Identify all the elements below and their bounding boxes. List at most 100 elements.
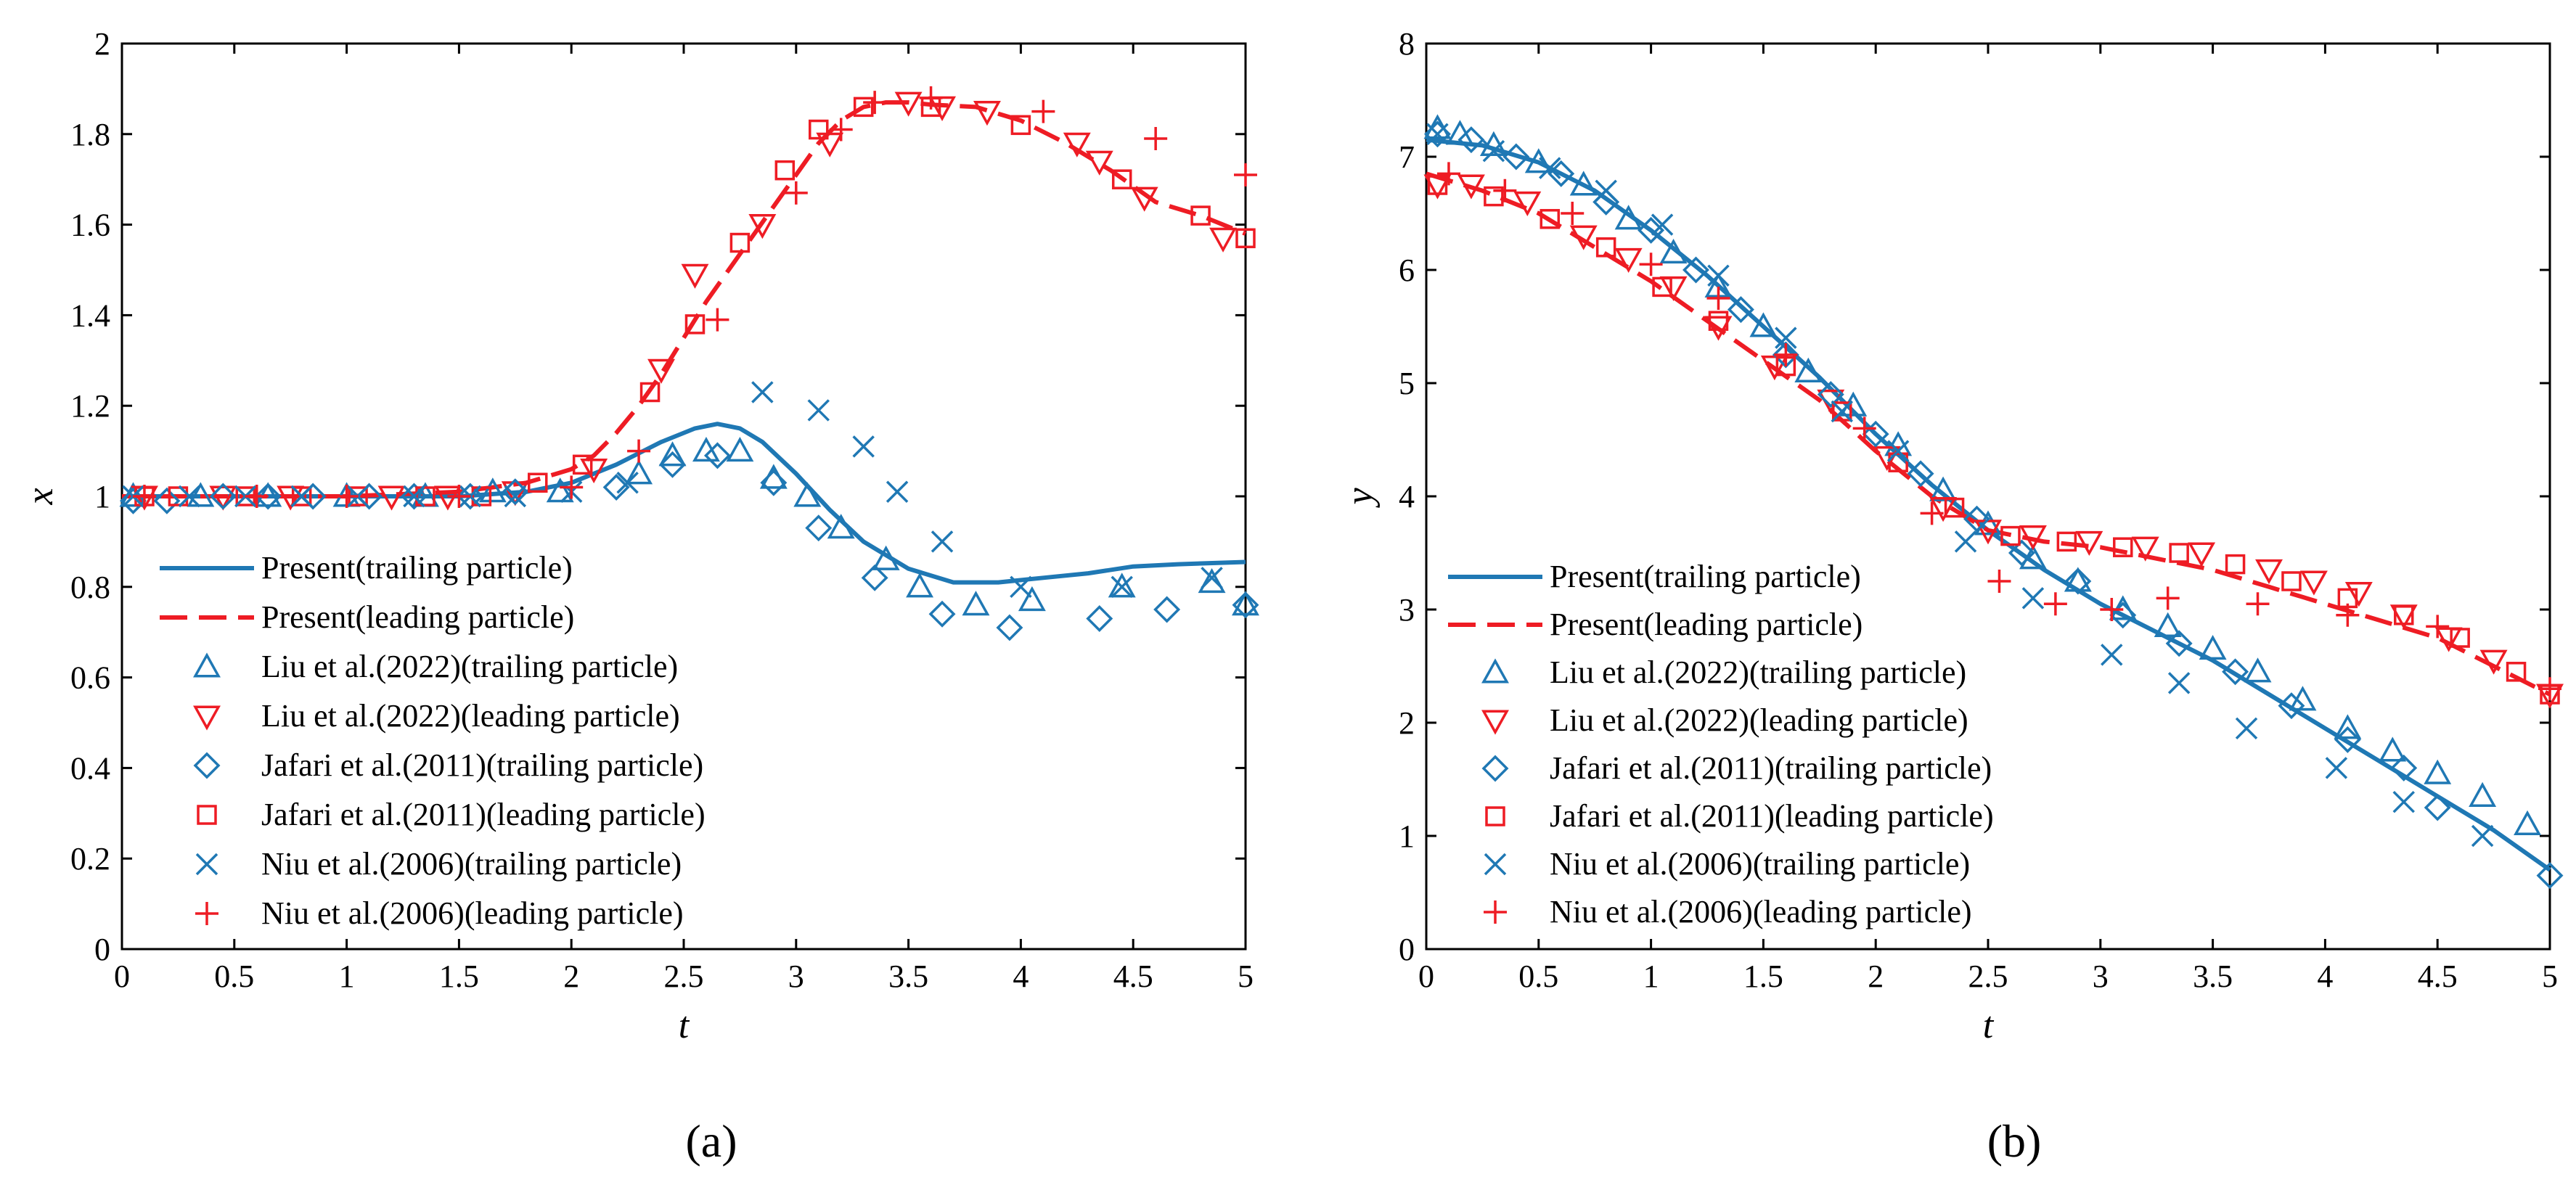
point-niu-et-al-2006-leading-particle	[2246, 592, 2270, 616]
point-niu-et-al-2006-leading-particle	[2043, 592, 2067, 616]
point-niu-et-al-2006-trailing-particle	[2101, 644, 2123, 666]
point-niu-et-al-2006-trailing-particle	[2392, 790, 2415, 813]
point-niu-et-al-2006-trailing-particle	[1595, 179, 1617, 202]
point-niu-et-al-2006-leading-particle	[335, 485, 359, 508]
panel-a-legend-label: Jafari et al.(2011)(trailing particle)	[261, 747, 703, 783]
y-tick-label: 1.4	[70, 298, 110, 333]
y-tick-label: 5	[1399, 366, 1415, 401]
series-jafari-et-al-2011-trailing-particle	[120, 442, 1259, 641]
x-tick-label: 1	[339, 959, 355, 994]
point-niu-et-al-2006-leading-particle	[2538, 677, 2561, 701]
x-tick-label: 1.5	[1743, 959, 1783, 994]
point-jafari-et-al-2011-leading-particle	[168, 486, 189, 506]
x-tick-label: 2.5	[664, 959, 704, 994]
point-liu-et-al-2022-leading-particle	[748, 214, 777, 239]
x-tick-label: 3.5	[888, 959, 928, 994]
series-jafari-et-al-2011-trailing-particle	[1424, 120, 2564, 890]
panel-b-legend-row-6: Niu et al.(2006)(trailing particle)	[1484, 846, 1970, 882]
panel-a-legend-symbol	[193, 705, 221, 731]
point-niu-et-al-2006-leading-particle	[1987, 570, 2011, 593]
point-liu-et-al-2022-leading-particle	[277, 485, 305, 511]
x-tick-label: 1.5	[439, 959, 479, 994]
panel-b-legend: Present(trailing particle) Present(leadi…	[1448, 559, 1994, 930]
point-liu-et-al-2022-trailing-particle	[1794, 357, 1823, 382]
x-tick-label: 2	[1868, 959, 1884, 994]
point-liu-et-al-2022-leading-particle	[1569, 225, 1598, 250]
point-niu-et-al-2006-trailing-particle	[178, 485, 201, 508]
y-tick-label: 1.2	[70, 388, 110, 424]
x-tick-label: 3	[788, 959, 804, 994]
point-niu-et-al-2006-leading-particle	[919, 86, 943, 110]
x-tick-label: 0.5	[214, 959, 254, 994]
point-jafari-et-al-2011-leading-particle	[1595, 237, 1616, 258]
series-niu-et-al-2006-leading-particle	[132, 86, 1257, 508]
point-liu-et-al-2022-trailing-particle	[2154, 612, 2182, 637]
panel-a-legend-label: Liu et al.(2022)(trailing particle)	[261, 649, 678, 684]
panel-a-legend-symbol	[193, 652, 221, 678]
point-niu-et-al-2006-leading-particle	[1493, 178, 1517, 202]
point-jafari-et-al-2011-trailing-particle	[760, 469, 788, 496]
y-tick-label: 0	[94, 932, 110, 967]
point-niu-et-al-2006-trailing-particle	[616, 472, 639, 494]
y-tick-label: 1	[1399, 818, 1415, 854]
point-jafari-et-al-2011-trailing-particle	[1502, 143, 1530, 171]
point-liu-et-al-2022-trailing-particle	[2334, 714, 2362, 739]
point-liu-et-al-2022-trailing-particle	[1108, 573, 1136, 598]
point-jafari-et-al-2011-leading-particle	[1832, 401, 1852, 422]
panel-a-legend-label: Present(trailing particle)	[261, 550, 573, 586]
point-niu-et-al-2006-trailing-particle	[1707, 264, 1730, 287]
panel-b-yticks: 0 1 2 3 4 5 6 7 8	[1399, 26, 2550, 967]
panel-b-legend-label: Present(trailing particle)	[1550, 559, 1861, 594]
y-tick-label: 6	[1399, 253, 1415, 288]
point-liu-et-al-2022-trailing-particle	[1659, 238, 1688, 264]
point-liu-et-al-2022-trailing-particle	[187, 482, 215, 507]
point-liu-et-al-2022-trailing-particle	[625, 459, 653, 485]
panel-b-legend-symbol	[1481, 755, 1509, 782]
point-jafari-et-al-2011-leading-particle	[1427, 175, 1448, 195]
point-liu-et-al-2022-trailing-particle	[1569, 171, 1598, 196]
panel-a-legend-label: Present(leading particle)	[261, 599, 574, 635]
point-niu-et-al-2006-leading-particle	[1920, 501, 1944, 525]
point-liu-et-al-2022-trailing-particle	[872, 545, 900, 570]
point-niu-et-al-2006-trailing-particle	[1201, 567, 1223, 589]
point-liu-et-al-2022-trailing-particle	[546, 477, 574, 503]
point-jafari-et-al-2011-leading-particle	[2450, 628, 2470, 648]
y-tick-label: 0.8	[70, 570, 110, 605]
point-liu-et-al-2022-leading-particle	[1704, 316, 1733, 341]
point-jafari-et-al-2011-leading-particle	[1190, 205, 1211, 226]
point-liu-et-al-2022-trailing-particle	[1749, 312, 1778, 337]
point-jafari-et-al-2011-trailing-particle	[1862, 420, 1889, 448]
panel-a-legend-symbol	[193, 752, 221, 779]
x-tick-label: 5	[2542, 959, 2558, 994]
x-tick-label: 5	[1238, 959, 1254, 994]
panel-a-legend-row-5: Jafari et al.(2011)(leading particle)	[197, 797, 706, 832]
point-jafari-et-al-2011-trailing-particle	[457, 483, 484, 510]
point-jafari-et-al-2011-trailing-particle	[996, 614, 1023, 641]
point-liu-et-al-2022-trailing-particle	[1018, 586, 1046, 612]
point-jafari-et-al-2011-leading-particle	[471, 486, 492, 506]
panel-b-legend-label: Present(leading particle)	[1550, 607, 1863, 642]
point-niu-et-al-2006-trailing-particle	[290, 485, 313, 508]
point-niu-et-al-2006-trailing-particle	[2471, 824, 2494, 848]
point-jafari-et-al-2011-leading-particle	[2506, 662, 2527, 682]
point-jafari-et-al-2011-leading-particle	[1111, 169, 1132, 189]
point-jafari-et-al-2011-leading-particle	[1235, 228, 1256, 249]
point-jafari-et-al-2011-leading-particle	[2000, 525, 2021, 546]
panel-a-legend-row-7: Niu et al.(2006)(leading particle)	[195, 895, 684, 931]
point-niu-et-al-2006-leading-particle	[132, 485, 156, 508]
legend-marker	[193, 752, 221, 779]
point-niu-et-al-2006-leading-particle	[2426, 615, 2450, 639]
panel-a: 0 0.5 1 1.5 2 2.5 3 3.5 4 4.5 5 0 0.2 0.4 0.6 0.8 1 1.2 1…	[20, 26, 1259, 1167]
point-jafari-et-al-2011-trailing-particle	[153, 487, 181, 514]
point-liu-et-al-2022-leading-particle	[894, 91, 923, 117]
point-liu-et-al-2022-trailing-particle	[658, 441, 687, 467]
panel-b-ylabel: y	[1339, 488, 1381, 509]
x-tick-label: 0	[1418, 959, 1434, 994]
point-jafari-et-al-2011-leading-particle	[291, 486, 312, 506]
panel-b-legend-symbol	[1485, 806, 1505, 826]
panel-a-ylabel: x	[20, 488, 61, 505]
series-liu-et-al-2022-leading-particle	[1423, 174, 2564, 709]
point-jafari-et-al-2011-leading-particle	[1652, 276, 1672, 298]
y-tick-label: 7	[1399, 139, 1415, 175]
panel-a-legend: Present(trailing particle) Present(leadi…	[160, 550, 706, 931]
